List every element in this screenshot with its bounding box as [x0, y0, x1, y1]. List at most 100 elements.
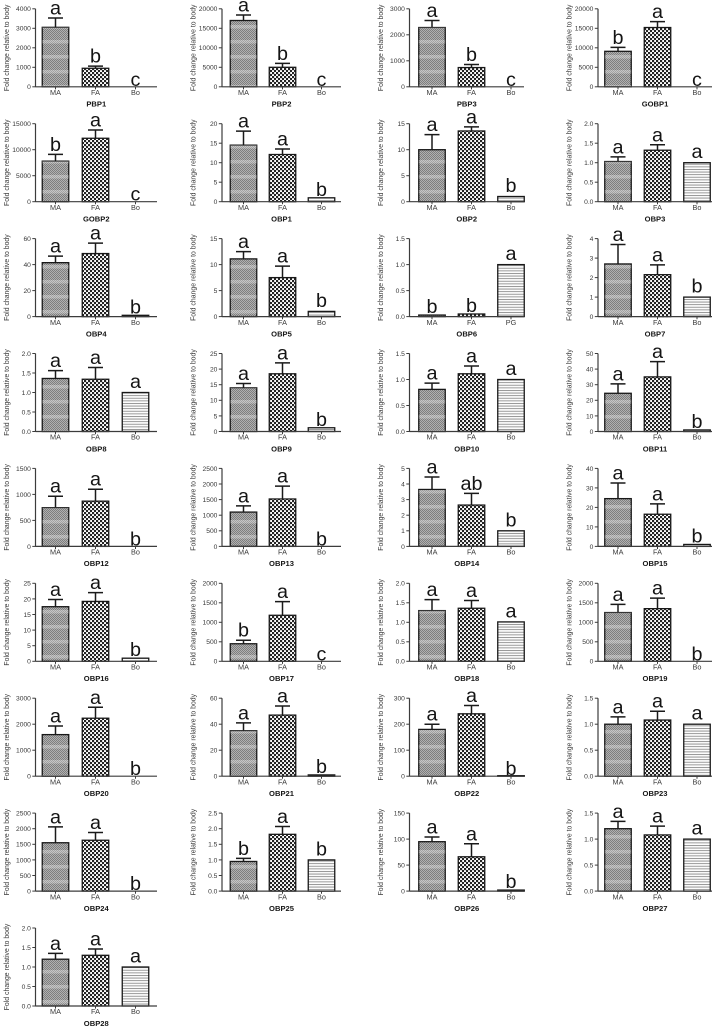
svg-text:0: 0 [590, 84, 594, 91]
svg-text:FA: FA [467, 88, 476, 97]
svg-text:a: a [50, 933, 61, 955]
svg-text:2: 2 [401, 513, 405, 520]
svg-text:Fold change relative to body: Fold change relative to body [567, 693, 574, 780]
svg-text:OBP8: OBP8 [86, 444, 107, 453]
svg-text:20: 20 [210, 121, 218, 128]
svg-text:500: 500 [582, 639, 593, 646]
svg-text:40: 40 [210, 722, 218, 729]
svg-text:Bo: Bo [693, 203, 702, 212]
svg-text:MA: MA [238, 433, 249, 442]
svg-text:Bo: Bo [131, 433, 140, 442]
svg-text:1500: 1500 [203, 497, 218, 504]
svg-text:OBP5: OBP5 [271, 329, 292, 338]
svg-text:Bo: Bo [507, 663, 516, 672]
svg-text:0: 0 [214, 429, 218, 436]
svg-text:a: a [50, 806, 61, 828]
svg-text:10: 10 [586, 524, 594, 531]
svg-text:10000: 10000 [12, 147, 31, 154]
svg-text:a: a [612, 584, 623, 606]
svg-text:a: a [426, 579, 437, 601]
svg-text:Bo: Bo [131, 663, 140, 672]
svg-text:1.0: 1.0 [22, 390, 32, 397]
svg-text:15: 15 [210, 141, 218, 148]
svg-text:OBP25: OBP25 [269, 904, 295, 913]
svg-text:MA: MA [50, 1007, 61, 1016]
svg-text:b: b [316, 179, 327, 201]
svg-text:OBP7: OBP7 [645, 329, 666, 338]
svg-text:FA: FA [653, 548, 662, 557]
svg-text:a: a [466, 345, 477, 367]
svg-text:MA: MA [613, 318, 624, 327]
svg-text:Fold change relative to body: Fold change relative to body [378, 119, 385, 206]
svg-text:0.0: 0.0 [396, 314, 406, 321]
svg-text:15: 15 [210, 382, 218, 389]
svg-text:20: 20 [210, 748, 218, 755]
svg-text:1500: 1500 [579, 600, 594, 607]
svg-text:b: b [238, 620, 249, 642]
svg-text:a: a [238, 363, 249, 385]
svg-text:b: b [505, 175, 516, 197]
svg-text:2.0: 2.0 [584, 121, 594, 128]
svg-text:0: 0 [590, 429, 594, 436]
svg-text:a: a [652, 1, 663, 23]
svg-text:1000: 1000 [203, 620, 218, 627]
svg-text:300: 300 [394, 696, 405, 703]
svg-text:MA: MA [613, 663, 624, 672]
svg-text:Fold change relative to body: Fold change relative to body [378, 464, 385, 551]
svg-text:60: 60 [210, 696, 218, 703]
svg-text:5000: 5000 [16, 173, 31, 180]
svg-text:5: 5 [401, 466, 405, 473]
svg-text:Fold change relative to body: Fold change relative to body [378, 234, 385, 321]
svg-text:c: c [506, 69, 516, 91]
svg-text:0: 0 [27, 889, 31, 896]
svg-text:MA: MA [427, 88, 438, 97]
svg-text:1.5: 1.5 [208, 842, 218, 849]
svg-text:a: a [130, 371, 141, 393]
svg-text:1000: 1000 [203, 513, 218, 520]
svg-text:2500: 2500 [203, 466, 218, 473]
svg-text:a: a [612, 136, 623, 158]
svg-text:FA: FA [653, 663, 662, 672]
svg-text:OBP4: OBP4 [86, 329, 107, 338]
svg-text:3000: 3000 [390, 6, 405, 13]
svg-text:OBP13: OBP13 [269, 559, 294, 568]
svg-text:40: 40 [586, 466, 594, 473]
svg-text:3: 3 [590, 256, 594, 263]
svg-text:MA: MA [50, 548, 61, 557]
svg-text:b: b [505, 758, 516, 780]
svg-text:b: b [316, 290, 327, 312]
svg-text:a: a [466, 580, 477, 602]
svg-text:OBP9: OBP9 [271, 444, 292, 453]
svg-text:2500: 2500 [16, 811, 31, 818]
svg-text:MA: MA [427, 777, 438, 786]
svg-text:1000: 1000 [16, 857, 31, 864]
svg-text:b: b [466, 295, 477, 317]
svg-text:FA: FA [653, 203, 662, 212]
svg-text:a: a [652, 244, 663, 266]
svg-text:Fold change relative to body: Fold change relative to body [191, 693, 198, 780]
svg-text:a: a [50, 236, 61, 258]
svg-text:a: a [612, 463, 623, 485]
svg-text:5: 5 [214, 413, 218, 420]
svg-text:0: 0 [27, 659, 31, 666]
svg-text:ab: ab [460, 473, 482, 495]
svg-text:FA: FA [467, 548, 476, 557]
svg-text:b: b [130, 296, 141, 318]
svg-text:15000: 15000 [199, 26, 218, 33]
svg-text:FA: FA [91, 318, 100, 327]
svg-text:OBP26: OBP26 [454, 904, 479, 913]
svg-text:Bo: Bo [317, 892, 326, 901]
svg-text:MA: MA [50, 433, 61, 442]
svg-text:a: a [612, 224, 623, 246]
svg-text:1.0: 1.0 [208, 857, 218, 864]
svg-text:Fold change relative to body: Fold change relative to body [4, 119, 11, 206]
svg-text:Bo: Bo [693, 433, 702, 442]
svg-text:a: a [50, 476, 61, 498]
svg-text:500: 500 [20, 873, 31, 880]
svg-text:Fold change relative to body: Fold change relative to body [567, 578, 574, 665]
svg-text:a: a [90, 347, 101, 369]
svg-text:FA: FA [278, 203, 287, 212]
svg-text:10: 10 [210, 160, 218, 167]
svg-text:Bo: Bo [317, 203, 326, 212]
svg-text:1000: 1000 [16, 748, 31, 755]
